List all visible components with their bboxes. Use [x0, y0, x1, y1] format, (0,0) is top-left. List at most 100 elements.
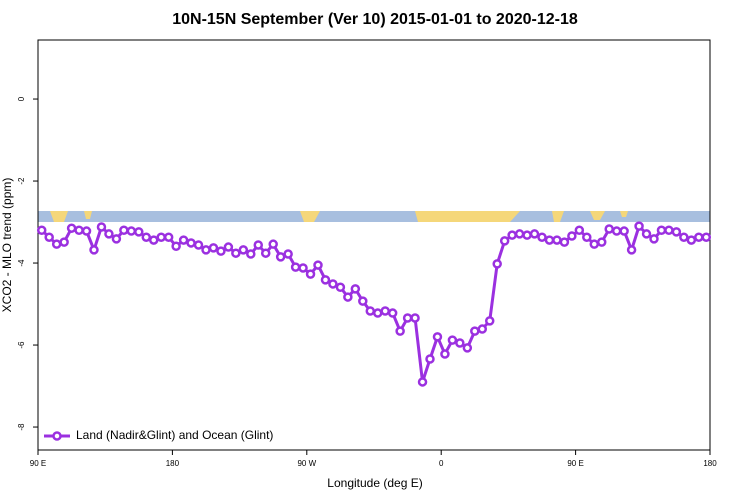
legend-marker — [52, 431, 62, 441]
data-point — [81, 226, 92, 236]
data-point — [320, 275, 331, 285]
data-point — [671, 227, 682, 237]
data-point — [462, 343, 473, 353]
data-point — [387, 308, 398, 318]
x-tick-label: 90 W — [297, 459, 316, 468]
data-point — [253, 240, 264, 250]
data-point — [395, 326, 405, 336]
data-point — [679, 232, 689, 242]
data-point — [126, 226, 137, 236]
data-point — [275, 252, 286, 262]
data-point — [193, 240, 204, 250]
data-point — [59, 237, 69, 247]
data-point — [328, 279, 338, 289]
data-point — [686, 235, 697, 245]
data-point — [701, 232, 712, 242]
legend-label: Land (Nadir&Glint) and Ocean (Glint) — [76, 428, 273, 442]
data-point — [186, 238, 196, 248]
data-point — [440, 349, 450, 359]
data-point — [402, 313, 413, 323]
x-tick-label: 90 E — [30, 459, 46, 468]
data-point — [163, 232, 174, 242]
y-axis-label: XCO2 - MLO trend (ppm) — [0, 178, 14, 313]
data-point — [544, 235, 555, 245]
data-point — [313, 260, 323, 270]
data-point — [350, 284, 361, 294]
chart-title: 10N-15N September (Ver 10) 2015-01-01 to… — [172, 11, 578, 28]
data-point — [417, 377, 428, 387]
x-tick-label: 180 — [166, 459, 180, 468]
series-line — [40, 223, 707, 383]
data-point — [238, 245, 249, 255]
data-point — [111, 234, 122, 244]
data-point — [268, 239, 278, 249]
y-tick-label: -6 — [17, 341, 26, 349]
data-point — [260, 248, 271, 258]
data-point — [201, 245, 211, 255]
data-point — [664, 225, 674, 235]
data-point — [477, 324, 488, 334]
data-point — [223, 242, 234, 252]
data-point — [216, 246, 226, 256]
data-point — [343, 292, 353, 302]
data-point — [529, 229, 540, 239]
data-point — [380, 306, 390, 316]
y-tick-label: -2 — [17, 177, 26, 185]
plot-frame — [37, 39, 711, 451]
data-point — [559, 237, 570, 247]
data-point — [596, 237, 607, 247]
data-point — [410, 313, 420, 323]
data-point — [305, 269, 316, 279]
data-point — [611, 226, 622, 236]
data-point — [582, 232, 592, 242]
data-point — [447, 335, 458, 345]
y-tick-label: 0 — [17, 96, 26, 101]
data-point — [148, 235, 159, 245]
data-point — [574, 225, 585, 235]
x-tick-label: 90 E — [567, 459, 583, 468]
data-point — [119, 225, 129, 235]
data-point — [694, 232, 704, 242]
data-point — [104, 229, 114, 239]
data-point — [171, 241, 181, 251]
data-point — [365, 306, 376, 316]
data-point — [44, 232, 54, 242]
data-point — [141, 232, 152, 242]
data-point — [156, 232, 166, 242]
data-point — [455, 338, 465, 348]
y-tick-label: -8 — [17, 423, 26, 431]
data-point — [425, 354, 435, 364]
data-point — [290, 262, 301, 272]
data-point — [246, 249, 256, 259]
data-point — [178, 235, 189, 245]
data-point — [208, 243, 219, 253]
data-point — [484, 316, 495, 326]
data-point — [298, 263, 308, 273]
data-point — [499, 236, 510, 246]
data-point — [522, 230, 532, 240]
data-point — [470, 326, 480, 336]
data-point — [74, 225, 84, 235]
data-point — [283, 249, 293, 259]
x-tick-label: 0 — [439, 459, 444, 468]
data-point — [634, 221, 644, 231]
data-point — [656, 225, 667, 235]
data-point — [626, 245, 637, 255]
map-strip — [38, 211, 710, 222]
data-point — [514, 229, 525, 239]
data-point — [231, 248, 241, 258]
data-point — [619, 226, 629, 236]
data-point — [641, 229, 652, 239]
data-point — [432, 332, 443, 342]
data-point — [134, 227, 144, 237]
data-point — [507, 230, 517, 240]
x-axis-label: Longitude (deg E) — [327, 476, 422, 490]
data-point — [372, 308, 383, 318]
data-point — [96, 222, 107, 232]
data-point — [649, 234, 659, 244]
data-point — [604, 224, 614, 234]
data-point — [335, 282, 346, 292]
data-point — [89, 245, 99, 255]
data-point — [358, 296, 368, 306]
